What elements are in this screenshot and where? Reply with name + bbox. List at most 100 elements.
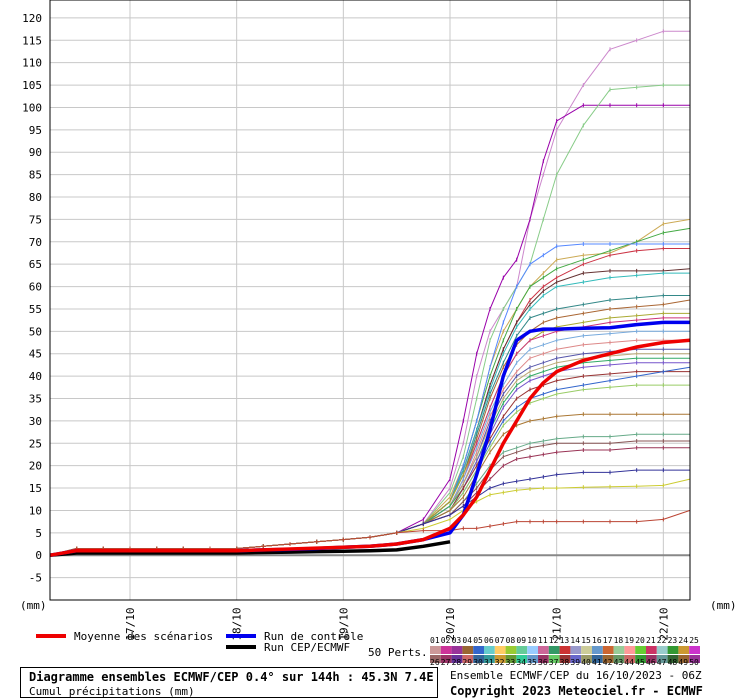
pert-swatch	[689, 655, 700, 663]
pert-swatch	[689, 646, 700, 654]
pert-number: 40	[581, 658, 591, 667]
run-label: Ensemble ECMWF/CEP du 16/10/2023 - 06Z	[450, 669, 702, 682]
y-tick-label: 75	[29, 213, 42, 226]
y-tick-label: 45	[29, 348, 42, 361]
y-tick-label: 120	[22, 12, 42, 25]
pert-number: 12	[549, 636, 559, 645]
pert-swatch	[527, 655, 538, 663]
pert-number: 04	[462, 636, 472, 645]
y-tick-label: 100	[22, 101, 42, 114]
pert-swatch	[635, 655, 646, 663]
pert-swatch	[667, 655, 679, 663]
pert-number: 43	[614, 658, 624, 667]
pert-swatch	[635, 646, 646, 654]
chart-title: Diagramme ensembles ECMWF/CEP 0.4° sur 1…	[29, 670, 434, 684]
pert-number: 11	[538, 636, 548, 645]
pert-number: 39	[570, 658, 580, 667]
pert-number: 44	[624, 658, 634, 667]
x-tick-label: 19/10	[337, 607, 350, 640]
pert-swatch	[613, 646, 625, 654]
pert-swatch	[516, 655, 528, 663]
x-tick-label: 21/10	[551, 607, 564, 640]
pert-swatch	[538, 646, 549, 654]
pert-number: 29	[462, 658, 472, 667]
pert-number: 45	[635, 658, 645, 667]
pert-number: 24	[678, 636, 688, 645]
pert-swatch	[505, 655, 517, 663]
pert-number: 09	[516, 636, 526, 645]
pert-number: 07	[495, 636, 505, 645]
plot-frame	[49, 0, 691, 601]
pert-number: 41	[592, 658, 602, 667]
series-line	[49, 243, 690, 556]
pert-swatch	[570, 655, 582, 663]
y-tick-label: 105	[22, 79, 42, 92]
pert-number: 08	[506, 636, 516, 645]
series-line	[49, 30, 690, 556]
pert-swatch	[624, 646, 636, 654]
pert-swatch	[581, 655, 592, 663]
pert-swatch	[678, 646, 690, 654]
pert-number: 37	[549, 658, 559, 667]
pert-number: 25	[689, 636, 699, 645]
y-tick-label: 90	[29, 146, 42, 159]
series-line	[49, 353, 690, 556]
pert-swatch	[494, 646, 506, 654]
pert-swatch	[505, 646, 517, 654]
pert-number: 28	[452, 658, 462, 667]
pert-number: 30	[473, 658, 483, 667]
y-tick-label: 65	[29, 258, 42, 271]
y-tick-label: 95	[29, 124, 42, 137]
pert-number: 32	[495, 658, 505, 667]
pert-swatch	[451, 655, 463, 663]
series-line	[49, 348, 690, 556]
pert-number: 48	[668, 658, 678, 667]
pert-number: 26	[430, 658, 440, 667]
y-tick-label: 0	[35, 549, 42, 562]
legend-mean-label: Moyenne des scénarios	[74, 630, 213, 643]
pert-number: 02	[441, 636, 451, 645]
series-line	[49, 227, 691, 556]
pert-swatch	[613, 655, 625, 663]
x-tick-label: 22/10	[657, 607, 670, 640]
pert-swatch	[430, 646, 441, 654]
chart-subtitle: Cumul précipitations (mm)	[29, 685, 195, 698]
pert-number: 27	[441, 658, 451, 667]
pert-number: 42	[603, 658, 613, 667]
y-tick-label: 20	[29, 460, 42, 473]
pert-number: 35	[527, 658, 537, 667]
series-line	[49, 339, 690, 556]
pert-swatch	[473, 646, 484, 654]
y-tick-label: 10	[29, 504, 42, 517]
series-line	[49, 371, 690, 556]
pert-number: 15	[581, 636, 591, 645]
legend-control-label: Run de contrôle	[264, 630, 363, 643]
pert-swatch	[646, 646, 657, 654]
legend-cep-label: Run CEP/ECMWF	[264, 641, 350, 654]
pert-number: 47	[657, 658, 667, 667]
pert-swatch	[440, 646, 452, 654]
series-line	[49, 218, 691, 556]
perturbation-legend: 01 02 03 04 05 06 07 08 09 10 11 12 13 14 15 16 17 18 19 20…	[430, 636, 700, 667]
pert-number: 50	[689, 658, 699, 667]
series-line	[49, 248, 690, 556]
series-line	[49, 299, 691, 556]
pert-number: 13	[560, 636, 570, 645]
y-tick-label: 115	[22, 34, 42, 47]
pert-number: 16	[592, 636, 602, 645]
pert-number: 49	[678, 658, 688, 667]
y-tick-label: 110	[22, 57, 42, 70]
y-tick-label: 60	[29, 281, 42, 294]
pert-swatch	[484, 655, 495, 663]
pert-number: 23	[668, 636, 678, 645]
pert-swatch	[462, 646, 474, 654]
pert-swatch	[548, 646, 560, 654]
pert-swatch	[656, 646, 668, 654]
y-tick-label: -5	[29, 572, 42, 585]
y-tick-label: 5	[35, 527, 42, 540]
series-line	[49, 478, 691, 556]
pert-swatch	[430, 655, 441, 663]
pert-number: 46	[646, 658, 656, 667]
series-line	[49, 357, 690, 556]
pert-swatch	[559, 655, 571, 663]
